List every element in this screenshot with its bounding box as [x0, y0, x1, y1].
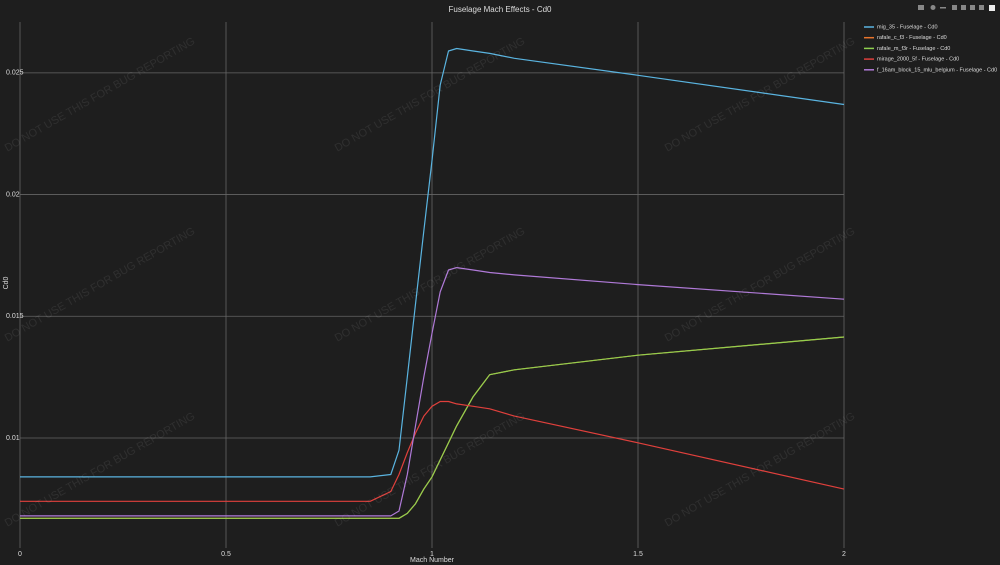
toolbar-button[interactable]: [918, 5, 924, 10]
legend-label: f_16am_block_15_mlu_belgium - Fuselage -…: [877, 67, 997, 73]
series-line: [20, 400, 845, 502]
toolbar-button[interactable]: [979, 5, 984, 10]
legend-label: rafale_c_f3 - Fuselage - Cd0: [877, 35, 947, 41]
y-tick-label: 0.01: [6, 435, 20, 442]
series-line: [20, 267, 845, 517]
chart-title: Fuselage Mach Effects - Cd0: [448, 5, 552, 14]
toolbar-button[interactable]: [930, 5, 936, 10]
x-tick-label: 0.5: [221, 551, 231, 558]
y-tick-label: 0.015: [6, 313, 24, 320]
toolbar: [918, 5, 995, 11]
x-tick-label: 1.5: [633, 551, 643, 558]
legend-label: rafale_m_f3r - Fuselage - Cd0: [877, 46, 950, 52]
toolbar-button[interactable]: [970, 5, 975, 10]
series-line: [20, 47, 845, 478]
x-axis-label: Mach Number: [410, 557, 455, 564]
x-tick-label: 2: [842, 551, 846, 558]
toolbar-button[interactable]: [989, 5, 995, 11]
x-tick-label: 1: [430, 551, 434, 558]
toolbar-button[interactable]: [961, 5, 966, 10]
toolbar-button[interactable]: [952, 5, 957, 10]
legend-label: mirage_2000_5f - Fuselage - Cd0: [877, 57, 959, 63]
y-tick-label: 0.025: [6, 70, 24, 77]
toolbar-button[interactable]: [940, 7, 946, 9]
y-axis-label: Cd0: [3, 276, 10, 289]
x-tick-label: 0: [18, 551, 22, 558]
y-tick-label: 0.02: [6, 191, 20, 198]
legend-label: mig_35 - Fuselage - Cd0: [877, 24, 938, 30]
series-line: [20, 336, 845, 519]
